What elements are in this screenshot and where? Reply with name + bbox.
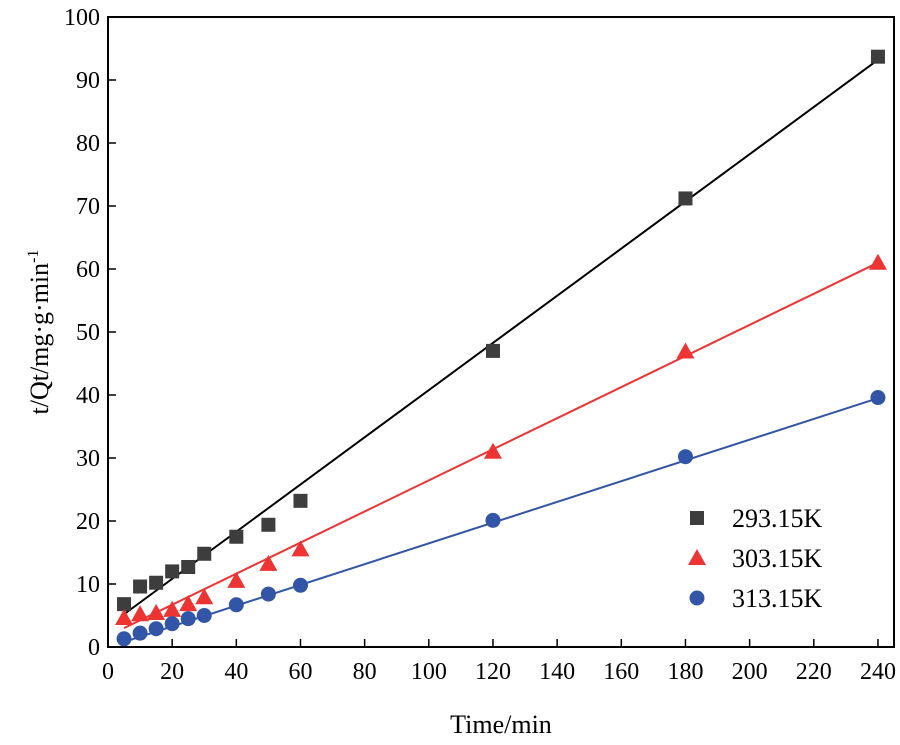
x-tick-label: 120 [475,659,511,685]
y-tick-label: 60 [76,257,100,283]
y-tick-label: 90 [76,68,100,94]
data-point-293-15k [485,343,500,358]
y-axis-title-superscript: -1 [25,250,42,263]
y-tick-label: 70 [76,194,100,220]
legend-marker-293-15k [690,511,704,525]
data-point-313-15k [148,621,164,637]
data-point-293-15k [133,579,148,594]
data-point-303-15k [227,571,246,588]
data-point-293-15k [870,49,885,64]
data-point-303-15k [868,253,887,270]
fit-lines [123,59,879,643]
data-point-313-15k [132,625,148,641]
x-tick-label: 20 [160,659,184,685]
x-tick-label: 80 [353,659,377,685]
fit-line-313-15k [123,397,879,643]
x-tick-label: 60 [288,659,312,685]
data-point-313-15k [196,608,212,623]
data-point-293-15k [293,493,308,508]
y-tick-label: 30 [76,446,100,472]
data-point-313-15k [228,597,244,613]
x-tick-label: 220 [796,659,832,685]
data-point-293-15k [149,575,164,590]
legend-label-293-15k: 293.15K [732,504,823,533]
data-point-303-15k [291,540,310,557]
legend: 293.15K 303.15K 313.15K [688,504,823,613]
data-point-313-15k [164,616,180,632]
x-tick-label: 240 [860,659,896,685]
x-tick-label: 40 [224,659,248,685]
data-point-303-15k [259,554,278,571]
data-point-293-15k [229,529,244,544]
legend-label-303-15k: 303.15K [732,544,823,573]
x-tick-label: 140 [539,659,575,685]
y-tick-label: 20 [76,509,100,535]
legend-marker-313-15k [689,590,705,606]
data-point-303-15k [115,609,134,626]
data-point-293-15k [117,597,132,612]
x-tick-label: 160 [603,659,639,685]
data-point-303-15k [147,603,166,620]
data-point-313-15k [180,611,196,627]
legend-label-313-15k: 313.15K [732,584,823,613]
fit-line-303-15k [123,261,879,629]
y-tick-label: 50 [76,320,100,346]
data-point-313-15k [116,631,132,647]
data-point-313-15k [292,577,308,593]
data-point-293-15k [165,564,180,579]
data-points [115,49,887,647]
x-tick-label: 200 [732,659,768,685]
data-point-303-15k [676,342,695,359]
y-axis-title: t/Qt/mg·g·min-1 [25,250,54,415]
y-axis-title-main: t/Qt/mg·g·min [25,263,54,415]
data-point-313-15k [870,390,886,406]
data-point-293-15k [678,191,693,206]
x-tick-label: 180 [667,659,703,685]
y-tick-label: 0 [88,635,100,661]
data-point-313-15k [677,449,693,465]
data-point-313-15k [260,586,276,602]
data-point-303-15k [195,588,214,605]
y-tick-label: 80 [76,131,100,157]
y-tick-label: 100 [64,5,100,31]
y-tick-label: 10 [76,572,100,598]
fit-line-293-15k [123,59,879,616]
data-point-303-15k [131,605,150,622]
x-tick-label: 100 [411,659,447,685]
data-point-303-15k [483,442,502,459]
x-axis-title: Time/min [450,710,552,739]
axis-tick-labels: 0 20 40 60 80 100 120 140 160 180 200 220 240 0 10 20 30… [64,5,896,685]
data-point-293-15k [197,546,212,561]
axis-ticks [107,16,879,648]
data-point-293-15k [181,559,196,574]
y-tick-label: 40 [76,383,100,409]
data-point-293-15k [261,517,276,532]
data-point-303-15k [163,600,182,617]
x-tick-label: 0 [102,659,114,685]
data-point-313-15k [485,512,501,528]
data-point-303-15k [179,595,198,612]
legend-marker-303-15k [688,549,706,565]
